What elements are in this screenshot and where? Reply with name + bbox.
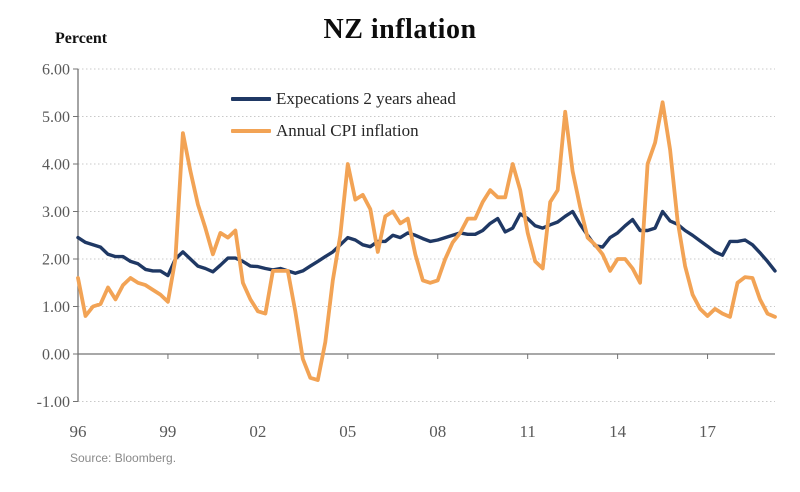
expectations-line-swatch bbox=[231, 97, 271, 101]
y-tick-label: 3.00 bbox=[42, 204, 70, 221]
y-tick-label: 1.00 bbox=[42, 299, 70, 316]
y-tick-label: 0.00 bbox=[42, 347, 70, 364]
x-tick-label: 11 bbox=[519, 422, 535, 441]
chart-title: NZ inflation bbox=[323, 14, 477, 45]
series-line-cpi bbox=[76, 100, 777, 383]
legend-item-expectations: Expecations 2 years ahead bbox=[231, 83, 456, 115]
x-tick-label: 99 bbox=[159, 422, 176, 441]
series-line-expectations bbox=[76, 209, 777, 278]
y-tick-label: -1.00 bbox=[37, 394, 70, 411]
x-tick-label: 08 bbox=[429, 422, 446, 441]
legend-item-cpi: Annual CPI inflation bbox=[231, 115, 456, 147]
cpi-line-swatch bbox=[231, 129, 271, 133]
y-tick-label: 5.00 bbox=[42, 109, 70, 126]
x-tick-label: 17 bbox=[699, 422, 717, 441]
x-tick-label: 02 bbox=[249, 422, 266, 441]
legend: Expecations 2 years ahead Annual CPI inf… bbox=[231, 83, 456, 147]
y-tick-label: 6.00 bbox=[42, 62, 70, 79]
y-axis-title: Percent bbox=[55, 30, 108, 47]
x-tick-label: 05 bbox=[339, 422, 356, 441]
y-tick-label: 2.00 bbox=[42, 252, 70, 269]
x-tick-label: 96 bbox=[70, 422, 87, 441]
legend-label-expectations: Expecations 2 years ahead bbox=[276, 89, 456, 108]
legend-label-cpi: Annual CPI inflation bbox=[276, 121, 419, 140]
source-attribution: Source: Bloomberg. bbox=[70, 451, 177, 465]
y-tick-label: 4.00 bbox=[42, 157, 70, 174]
x-tick-label: 14 bbox=[609, 422, 627, 441]
